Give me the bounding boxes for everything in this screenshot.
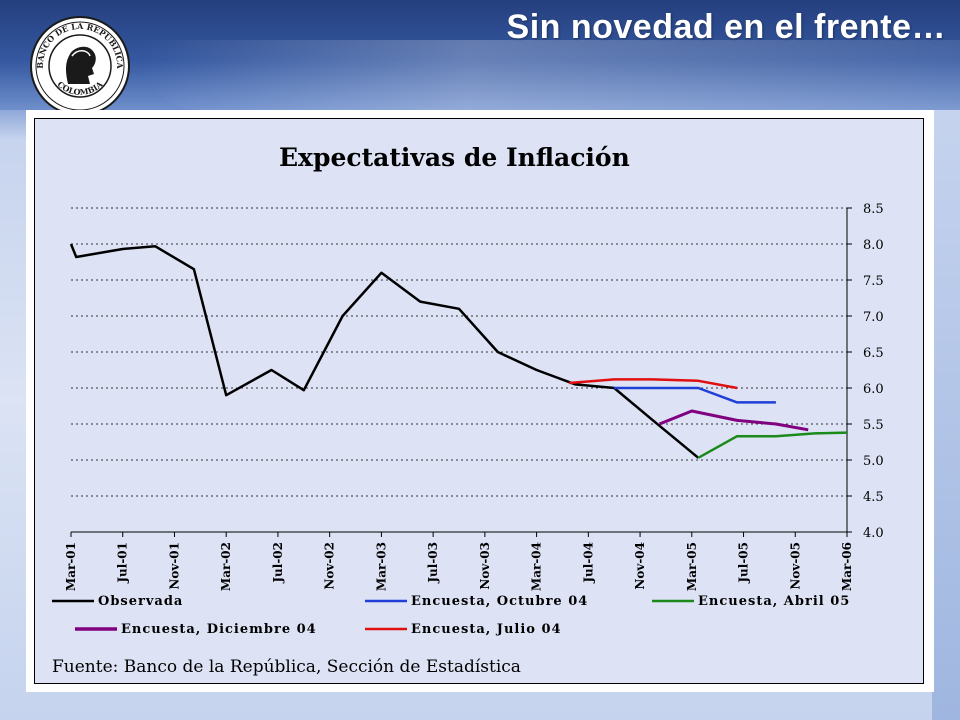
x-tick-label: Mar-04: [530, 542, 544, 591]
legend-label: Encuesta, Julio 04: [411, 622, 562, 637]
y-tick-label: 8.0: [863, 238, 884, 253]
x-tick-label: Jul-04: [581, 542, 595, 584]
legend-label: Encuesta, Octubre 04: [411, 594, 588, 609]
x-tick-label: Jul-05: [737, 542, 751, 584]
x-tick-label: Nov-04: [633, 542, 647, 590]
legend-label: Encuesta, Diciembre 04: [121, 622, 317, 637]
x-tick-label: Nov-05: [788, 542, 802, 590]
header-band: [0, 0, 960, 110]
y-tick-label: 5.0: [863, 454, 884, 469]
legend-label: Encuesta, Abril 05: [698, 594, 850, 609]
chart-frame: Expectativas de Inflación 8.5 8.0 7.5 7.0 6.…: [26, 110, 934, 692]
y-tick-label: 6.5: [863, 346, 884, 361]
series-line-observada: [69, 243, 700, 459]
series-line-encuesta-octubre-04: [614, 386, 776, 404]
x-tick-label: Nov-01: [167, 542, 181, 590]
x-tick-label: Mar-03: [374, 542, 388, 591]
source-note: Fuente: Banco de la República, Sección d…: [52, 657, 521, 677]
y-tick-label: 4.0: [863, 526, 884, 541]
legend-label: Observada: [98, 594, 183, 609]
y-tick-label: 5.5: [863, 418, 884, 433]
x-tick-label: Mar-05: [685, 542, 699, 591]
y-tick-label: 7.0: [863, 310, 884, 325]
y-tick-label: 6.0: [863, 382, 884, 397]
y-tick-label: 8.5: [863, 202, 884, 217]
x-tick-label: Jul-01: [116, 542, 130, 584]
x-tick-label: Nov-02: [323, 542, 337, 590]
x-tick-label: Mar-02: [219, 542, 233, 591]
y-tick-label: 4.5: [863, 490, 884, 505]
x-tick-label: Jul-03: [426, 542, 440, 584]
x-tick-label: Jul-02: [271, 542, 285, 584]
y-tick-label: 7.5: [863, 274, 884, 289]
chart-title: Expectativas de Inflación: [279, 143, 630, 172]
side-decoration: [932, 110, 960, 720]
x-tick-label: Nov-03: [478, 542, 492, 590]
line-chart: Expectativas de Inflación 8.5 8.0 7.5 7.0 6.…: [52, 143, 884, 677]
header-decoration: [140, 40, 960, 110]
series-line-encuesta-diciembre-04: [658, 409, 809, 432]
slide-title: Sin novedad en el frente…: [506, 8, 946, 46]
x-tick-label: Mar-01: [64, 542, 78, 591]
series-line-encuesta-abril-05: [697, 431, 848, 459]
chart-panel: Expectativas de Inflación 8.5 8.0 7.5 7.0 6.…: [34, 118, 924, 684]
x-tick-label: Mar-06: [840, 542, 854, 591]
series-line-encuesta-julio-04: [568, 378, 738, 390]
banco-republica-seal-logo: BANCO DE LA REPUBLICA COLOMBIA: [30, 16, 130, 116]
